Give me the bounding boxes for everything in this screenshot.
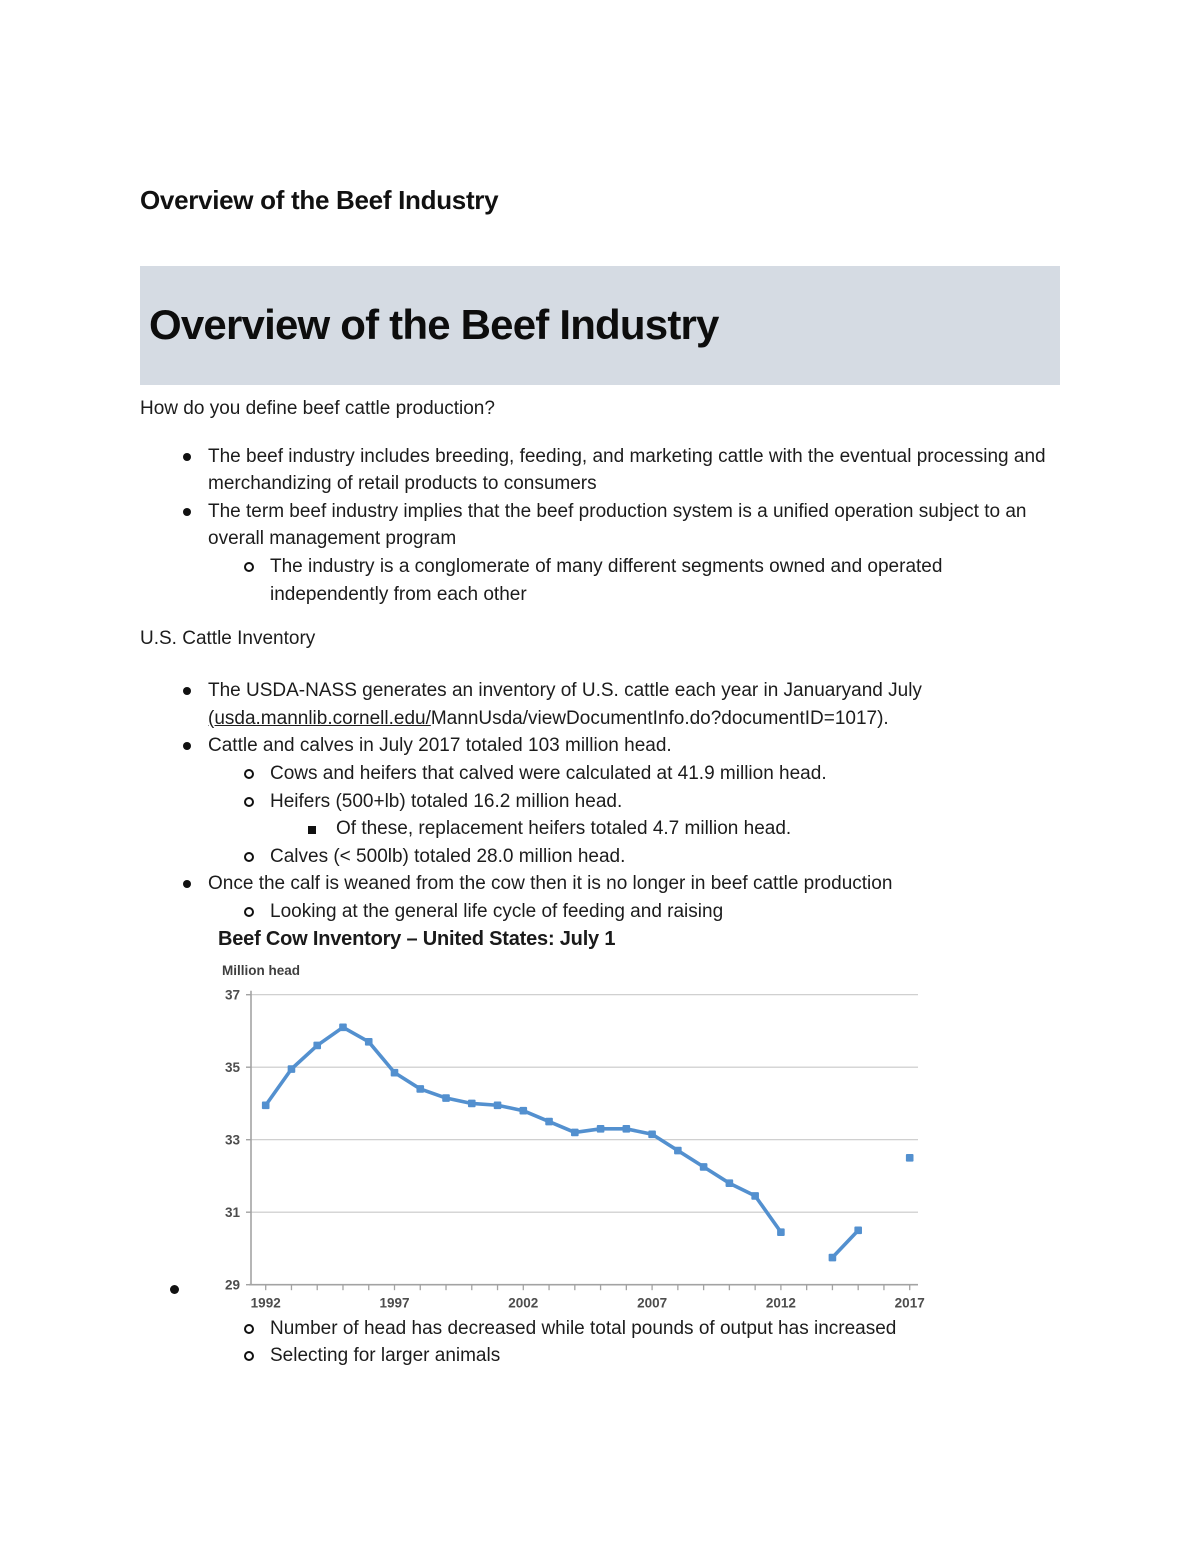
banner-title: Overview of the Beef Industry bbox=[149, 300, 719, 348]
svg-text:1997: 1997 bbox=[379, 1295, 409, 1310]
chart-y-axis-label: Million head bbox=[222, 962, 301, 978]
bullet-circle-icon bbox=[244, 1351, 254, 1362]
chart-notes-list: Number of head has decreased while total… bbox=[140, 1315, 1060, 1370]
usda-link-group: (usda.mannlib.cornell.edu/MannUsda/viewD… bbox=[208, 708, 889, 729]
list-item: The beef industry includes breeding, fee… bbox=[140, 443, 1060, 498]
bullet-circle-icon bbox=[244, 906, 254, 917]
section-us-cattle-inventory: U.S. Cattle Inventory bbox=[140, 628, 316, 650]
list-item: Cows and heifers that calved were calcul… bbox=[140, 760, 1060, 788]
list-item: Selecting for larger animals bbox=[140, 1342, 1060, 1370]
list-item-text: Heifers (500+lb) totaled 16.2 million he… bbox=[270, 790, 623, 812]
bullet-circle-icon bbox=[244, 768, 254, 779]
list-item: Once the calf is weaned from the cow the… bbox=[140, 870, 1060, 898]
list-item-text: Number of head has decreased while total… bbox=[270, 1317, 897, 1339]
list-item-text: Of these, replacement heifers totaled 4.… bbox=[336, 818, 792, 840]
svg-text:2002: 2002 bbox=[508, 1295, 538, 1310]
bullet-disc-icon bbox=[183, 507, 191, 516]
svg-text:37: 37 bbox=[225, 987, 240, 1002]
bullet-circle-icon bbox=[244, 851, 254, 862]
question-beef-production: How do you define beef cattle production… bbox=[140, 397, 495, 419]
bullet-disc-icon bbox=[183, 687, 191, 696]
svg-text:29: 29 bbox=[225, 1277, 240, 1292]
inventory-list: The USDA-NASS generates an inventory of … bbox=[140, 677, 1060, 925]
svg-text:2012: 2012 bbox=[766, 1295, 796, 1310]
bullet-circle-icon bbox=[244, 1323, 254, 1334]
list-item: Calves (< 500lb) totaled 28.0 million he… bbox=[140, 843, 1060, 871]
list-item: Number of head has decreased while total… bbox=[140, 1315, 1060, 1343]
list-item: Cattle and calves in July 2017 totaled 1… bbox=[140, 732, 1060, 760]
list-item: The industry is a conglomerate of many d… bbox=[140, 553, 1060, 608]
list-item-text: The USDA-NASS generates an inventory of … bbox=[208, 680, 922, 702]
list-item: Looking at the general life cycle of fee… bbox=[140, 898, 1060, 926]
title-banner: Overview of the Beef Industry bbox=[140, 265, 1060, 385]
chart-figure: Beef Cow Inventory – United States: July… bbox=[170, 926, 1060, 1314]
bullet-disc-icon bbox=[183, 742, 191, 751]
bullet-square-icon bbox=[308, 826, 316, 835]
list-item: Heifers (500+lb) totaled 16.2 million he… bbox=[140, 788, 1060, 816]
list-item-text: Selecting for larger animals bbox=[270, 1345, 501, 1367]
list-item-text: Calves (< 500lb) totaled 28.0 million he… bbox=[270, 845, 626, 867]
svg-text:35: 35 bbox=[225, 1060, 241, 1075]
svg-text:1992: 1992 bbox=[251, 1295, 281, 1310]
usda-mannlib-link[interactable]: (usda.mannlib.cornell.edu/ bbox=[208, 707, 431, 729]
list-item-text: Cows and heifers that calved were calcul… bbox=[270, 762, 827, 784]
bullet-circle-icon bbox=[244, 796, 254, 807]
list-item-text: The term beef industry implies that the … bbox=[208, 500, 1027, 550]
list-item-text: The beef industry includes breeding, fee… bbox=[208, 445, 1046, 495]
svg-text:33: 33 bbox=[225, 1132, 241, 1147]
list-item-text: Once the calf is weaned from the cow the… bbox=[208, 873, 893, 895]
list-item: Of these, replacement heifers totaled 4.… bbox=[140, 815, 1060, 843]
list-item-text: The industry is a conglomerate of many d… bbox=[270, 555, 943, 605]
svg-text:2017: 2017 bbox=[895, 1295, 925, 1310]
list-item: The USDA-NASS generates an inventory of … bbox=[140, 677, 1060, 732]
bullet-disc-icon bbox=[170, 1284, 179, 1294]
link-tail-text: MannUsda/viewDocumentInfo.do?documentID=… bbox=[430, 707, 889, 729]
chart-title: Beef Cow Inventory – United States: July… bbox=[218, 927, 616, 950]
definition-list: The beef industry includes breeding, fee… bbox=[140, 443, 1060, 609]
bullet-disc-icon bbox=[183, 880, 191, 889]
bullet-disc-icon bbox=[183, 452, 191, 461]
page-title: Overview of the Beef Industry bbox=[140, 185, 499, 215]
list-item-text: Looking at the general life cycle of fee… bbox=[270, 900, 724, 922]
bullet-circle-icon bbox=[244, 561, 254, 572]
document-content: Overview of the Beef Industry Overview o… bbox=[140, 0, 1060, 1370]
svg-text:2007: 2007 bbox=[637, 1295, 667, 1310]
list-item: The term beef industry implies that the … bbox=[140, 498, 1060, 553]
list-item-text: Cattle and calves in July 2017 totaled 1… bbox=[208, 735, 672, 757]
beef-cow-inventory-chart: 29 31 33 35 37 1992 1997 2002 2007 2012 2017 bbox=[225, 987, 925, 1310]
svg-text:31: 31 bbox=[225, 1205, 241, 1220]
